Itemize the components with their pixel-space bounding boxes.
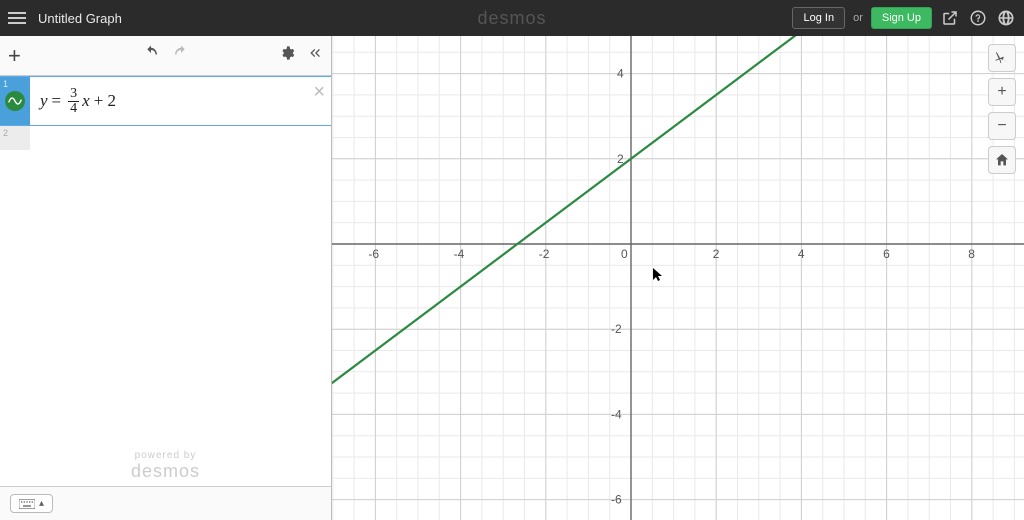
- home-button[interactable]: [988, 146, 1016, 174]
- powered-small: powered by: [0, 450, 331, 461]
- menu-icon[interactable]: [8, 12, 26, 24]
- svg-text:-6: -6: [611, 493, 622, 507]
- eq-denom: 4: [68, 102, 79, 116]
- delete-expression-icon[interactable]: ×: [313, 81, 325, 104]
- expression-index: 2: [0, 126, 30, 150]
- eq-numer: 3: [68, 87, 79, 102]
- svg-text:-2: -2: [539, 247, 550, 261]
- svg-text:-4: -4: [611, 407, 622, 421]
- svg-text:-2: -2: [611, 322, 622, 336]
- powered-by: powered by desmos: [0, 440, 331, 486]
- graph-area[interactable]: -6-4-20246842-2-4-6 + −: [332, 36, 1024, 520]
- eq-equals: =: [52, 91, 62, 111]
- topbar-right: Log In or Sign Up: [792, 7, 1016, 29]
- redo-button[interactable]: [172, 44, 190, 67]
- graph-settings-button[interactable]: [988, 44, 1016, 72]
- undo-button[interactable]: [142, 44, 160, 67]
- signup-button[interactable]: Sign Up: [871, 7, 932, 29]
- eq-var: x: [82, 91, 90, 111]
- expression-color-toggle[interactable]: 1: [0, 77, 30, 125]
- main: + 1: [0, 36, 1024, 520]
- svg-text:8: 8: [968, 247, 975, 261]
- share-icon[interactable]: [940, 8, 960, 28]
- svg-text:4: 4: [798, 247, 805, 261]
- graph-tools: + −: [988, 44, 1016, 174]
- expression-input[interactable]: y = 3 4 x + 2: [30, 77, 331, 125]
- eq-tail: + 2: [94, 91, 116, 111]
- settings-icon[interactable]: [279, 45, 295, 66]
- brand-logo: desmos: [477, 8, 546, 29]
- top-bar: Untitled Graph desmos Log In or Sign Up: [0, 0, 1024, 36]
- add-expression-button[interactable]: +: [8, 43, 21, 69]
- collapse-panel-icon[interactable]: [307, 45, 323, 66]
- svg-text:-4: -4: [454, 247, 465, 261]
- keyboard-toggle-button[interactable]: ▴: [10, 494, 53, 513]
- zoom-out-button[interactable]: −: [988, 112, 1016, 140]
- svg-text:6: 6: [883, 247, 890, 261]
- keyboard-bar: ▴: [0, 486, 331, 520]
- help-icon[interactable]: [968, 8, 988, 28]
- expression-index: 1: [3, 79, 8, 89]
- svg-text:4: 4: [617, 67, 624, 81]
- language-icon[interactable]: [996, 8, 1016, 28]
- powered-brand: desmos: [0, 461, 331, 482]
- expression-row[interactable]: 1 y = 3 4 x + 2 ×: [0, 76, 331, 126]
- expression-toolbar: +: [0, 36, 331, 76]
- expression-row-empty[interactable]: 2: [0, 126, 331, 150]
- svg-text:2: 2: [713, 247, 720, 261]
- eq-fraction: 3 4: [68, 87, 79, 116]
- login-button[interactable]: Log In: [792, 7, 845, 29]
- svg-text:0: 0: [621, 247, 628, 261]
- svg-text:-6: -6: [368, 247, 379, 261]
- eq-lhs: y: [40, 91, 48, 111]
- chevron-up-icon: ▴: [39, 498, 44, 509]
- graph-canvas[interactable]: -6-4-20246842-2-4-6: [332, 36, 1024, 520]
- graph-title[interactable]: Untitled Graph: [38, 11, 122, 26]
- or-text: or: [853, 12, 863, 24]
- zoom-in-button[interactable]: +: [988, 78, 1016, 106]
- expression-panel: + 1: [0, 36, 332, 520]
- wave-icon: [5, 91, 25, 111]
